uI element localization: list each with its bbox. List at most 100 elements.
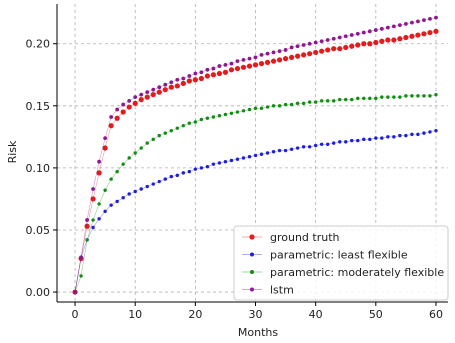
- data-point: [193, 120, 198, 124]
- data-point: [253, 55, 258, 60]
- data-point: [338, 97, 342, 102]
- data-point: [127, 192, 131, 196]
- data-point: [277, 49, 282, 54]
- legend-label: parametric: least flexible: [270, 249, 408, 262]
- x-tick-label: 60: [429, 308, 443, 321]
- data-point: [379, 38, 385, 44]
- data-point: [157, 133, 161, 138]
- legend-label: lstm: [270, 284, 294, 297]
- data-point: [133, 189, 137, 194]
- data-point: [139, 92, 144, 97]
- data-point: [344, 97, 348, 102]
- data-point: [223, 159, 228, 164]
- data-point: [121, 196, 125, 200]
- data-point: [96, 170, 102, 176]
- data-point: [385, 25, 390, 30]
- data-point: [283, 48, 288, 52]
- data-point: [374, 96, 378, 101]
- data-point: [216, 70, 223, 77]
- data-point: [428, 94, 432, 98]
- legend-label: parametric: moderately flexible: [270, 266, 444, 279]
- data-point: [313, 143, 318, 148]
- data-point: [217, 114, 222, 118]
- data-point: [175, 173, 180, 178]
- x-tick-label: 40: [309, 308, 323, 321]
- data-point: [169, 174, 173, 179]
- data-point: [163, 82, 168, 87]
- data-point: [410, 20, 414, 25]
- data-point: [252, 62, 259, 68]
- y-tick-label: 0.00: [26, 286, 51, 299]
- legend-label: ground truth: [270, 231, 340, 244]
- data-point: [133, 95, 138, 100]
- data-point: [181, 171, 186, 175]
- x-tick-label: 50: [369, 308, 383, 321]
- data-point: [373, 28, 378, 32]
- data-point: [379, 26, 384, 31]
- x-tick-label: 10: [128, 308, 142, 321]
- data-point: [217, 64, 222, 68]
- data-point: [397, 36, 403, 42]
- x-axis-label: Months: [238, 326, 278, 339]
- data-point: [277, 148, 282, 153]
- data-point: [434, 15, 438, 20]
- data-point: [319, 142, 324, 147]
- data-point: [283, 148, 288, 153]
- data-point: [144, 94, 150, 100]
- data-point: [313, 49, 319, 56]
- data-point: [289, 45, 294, 50]
- tick-labels: 0 10 20 30 40 50 60 0.00 0.05 0.10 0.15 0.20: [26, 38, 443, 321]
- y-tick-label: 0.15: [26, 100, 51, 113]
- data-point: [307, 41, 312, 46]
- data-point: [374, 136, 378, 140]
- data-point: [319, 48, 325, 54]
- data-point: [295, 101, 300, 106]
- data-point: [337, 35, 342, 40]
- data-point: [192, 77, 198, 83]
- data-point: [427, 29, 433, 36]
- data-point: [361, 30, 366, 35]
- data-point: [199, 166, 204, 170]
- data-point: [307, 100, 312, 104]
- data-point: [368, 96, 372, 101]
- series-0: [72, 28, 439, 295]
- data-point: [289, 147, 294, 151]
- data-point: [301, 101, 306, 106]
- data-point: [241, 57, 246, 62]
- data-point: [270, 58, 277, 64]
- series-3: [73, 15, 438, 294]
- data-point: [97, 202, 101, 206]
- data-point: [283, 102, 288, 107]
- series-layer: [72, 15, 439, 295]
- data-point: [193, 167, 198, 171]
- axes: [53, 4, 448, 306]
- data-point: [325, 47, 331, 53]
- data-point: [246, 63, 253, 69]
- data-point: [235, 59, 240, 64]
- data-point: [416, 132, 420, 137]
- data-point: [211, 115, 216, 119]
- data-point: [349, 43, 355, 49]
- data-point: [282, 56, 289, 62]
- legend-box: [233, 225, 449, 301]
- data-point: [343, 44, 349, 51]
- data-point: [307, 145, 312, 149]
- data-point: [259, 53, 264, 57]
- data-point: [103, 136, 108, 141]
- legend-marker: [249, 234, 255, 240]
- data-point: [422, 94, 426, 98]
- data-point: [295, 53, 301, 59]
- series-2: [73, 92, 438, 294]
- data-point: [229, 111, 234, 115]
- data-point: [163, 177, 167, 181]
- data-point: [217, 161, 222, 165]
- data-point: [428, 130, 432, 134]
- data-point: [392, 95, 396, 99]
- data-point: [332, 99, 336, 103]
- data-point: [127, 98, 132, 103]
- data-point: [126, 104, 132, 110]
- data-point: [434, 92, 438, 97]
- data-point: [162, 87, 168, 93]
- data-point: [175, 126, 180, 130]
- data-point: [240, 64, 247, 70]
